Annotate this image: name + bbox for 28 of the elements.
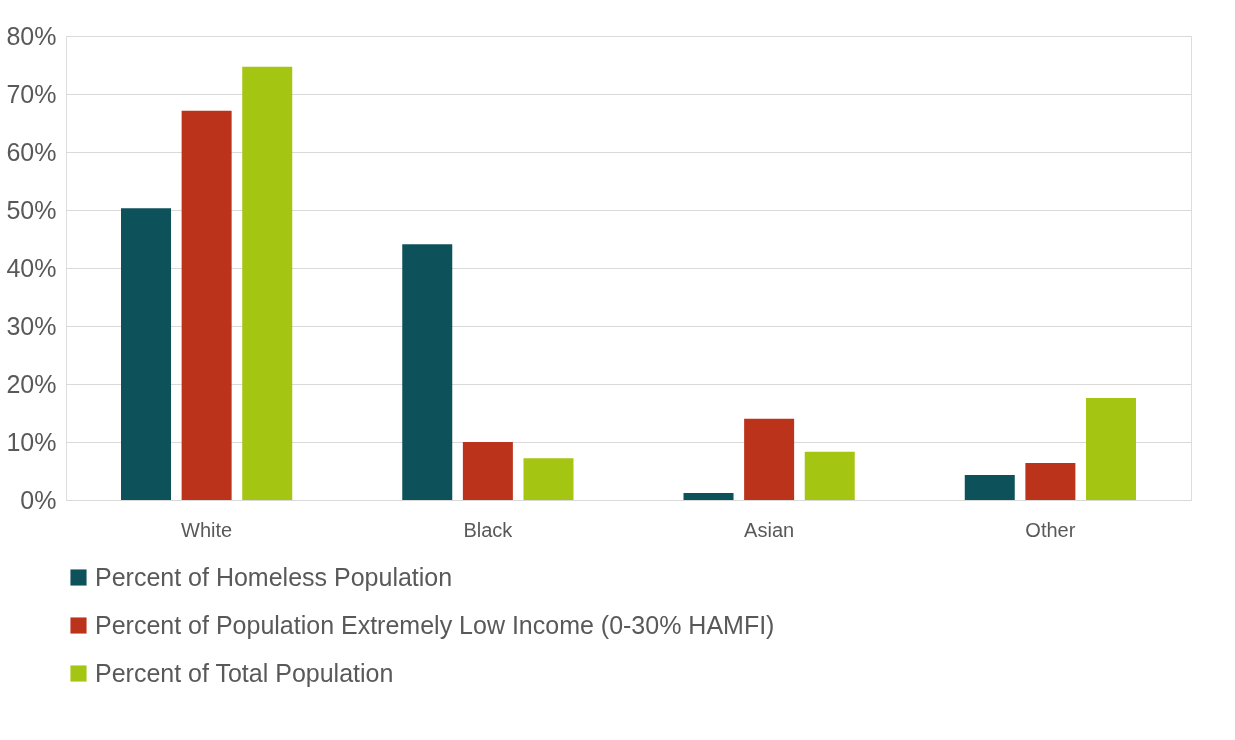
y-tick-label: 20% xyxy=(6,369,57,398)
x-tick-label: Black xyxy=(463,518,514,541)
bar xyxy=(804,451,855,500)
bar xyxy=(1085,397,1136,500)
y-tick-label: 70% xyxy=(6,79,57,108)
legend-label: Percent of Population Extremely Low Income (0-30% HAMFI) xyxy=(95,610,775,639)
y-tick-label: 30% xyxy=(6,311,57,340)
y-tick-label: 10% xyxy=(6,427,57,456)
legend-label: Percent of Homeless Population xyxy=(95,562,453,591)
x-tick-label: Other xyxy=(1025,518,1076,541)
bar xyxy=(121,208,172,500)
legend-label: Percent of Total Population xyxy=(95,658,394,687)
y-tick-label: 50% xyxy=(6,195,57,224)
x-tick-label: Asian xyxy=(744,518,795,541)
bar xyxy=(402,244,453,500)
x-tick-label: White xyxy=(181,518,233,541)
y-tick-label: 80% xyxy=(6,21,57,50)
bar xyxy=(683,493,734,500)
y-tick-label: 40% xyxy=(6,253,57,282)
y-tick-label: 0% xyxy=(20,485,57,514)
bar xyxy=(964,475,1015,500)
bar xyxy=(462,442,513,500)
bar xyxy=(181,110,232,500)
y-tick-label: 60% xyxy=(6,137,57,166)
bar xyxy=(744,418,795,500)
bar xyxy=(1025,462,1076,500)
bar xyxy=(242,66,293,500)
bar xyxy=(523,458,574,500)
